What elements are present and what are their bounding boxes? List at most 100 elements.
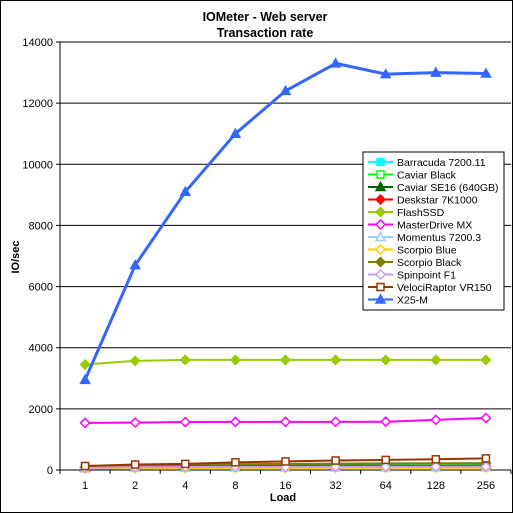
x-tick-label: 2: [132, 480, 138, 492]
legend-label: MasterDrive MX: [397, 219, 472, 231]
data-point-x25-m: [129, 259, 141, 270]
data-point-flashssd: [129, 355, 141, 367]
data-point-velociraptor-vr150: [130, 460, 140, 469]
legend-item-x25-m: X25-M: [368, 293, 428, 306]
data-point-x25-m: [279, 84, 292, 96]
legend-label: Scorpio Blue: [397, 244, 457, 256]
legend-item-deskstar-7k1000: Deskstar 7K1000: [368, 193, 478, 206]
y-tick-label: 2000: [29, 404, 53, 416]
legend-swatch-marker: [374, 230, 387, 242]
legend-label: X25-M: [397, 294, 428, 306]
legend-swatch-marker: [374, 193, 387, 206]
series-velociraptor-vr150: [80, 454, 491, 471]
y-axis-title: IO/sec: [10, 240, 22, 273]
data-point-masterdrive-mx: [380, 416, 392, 428]
legend-item-caviar-se16-640gb: Caviar SE16 (640GB): [368, 180, 499, 194]
legend-swatch-marker: [374, 243, 387, 256]
legend-swatch-marker: [374, 206, 387, 218]
data-point-masterdrive-mx: [79, 417, 91, 429]
data-point-velociraptor-vr150: [181, 459, 190, 469]
legend-item-spinpoint-f1: Spinpoint F1: [368, 268, 456, 281]
legend-label: VelociRaptor VR150: [397, 282, 492, 294]
series-layer: [79, 57, 492, 475]
x-tick-label: 256: [477, 480, 495, 492]
data-point-velociraptor-vr150: [331, 456, 340, 465]
data-point-x25-m: [79, 373, 91, 385]
legend-label: Spinpoint F1: [397, 269, 456, 281]
chart-title: IOMeter - Web server: [203, 10, 328, 24]
legend-swatch-marker: [374, 256, 387, 268]
legend-item-flashssd: FlashSSD: [368, 206, 445, 219]
series-x25-m: [79, 57, 492, 385]
data-point-flashssd: [330, 354, 342, 366]
data-point-flashssd: [79, 358, 91, 371]
legend-item-barracuda-7200-11: Barracuda 7200.11: [368, 157, 486, 169]
legend-label: Caviar SE16 (640GB): [397, 182, 499, 194]
data-point-flashssd: [430, 354, 442, 366]
data-point-masterdrive-mx: [430, 414, 442, 426]
legend-item-masterdrive-mx: MasterDrive MX: [368, 218, 472, 231]
data-point-masterdrive-mx: [179, 416, 191, 428]
data-point-spinpoint-f1: [480, 461, 492, 473]
data-point-flashssd: [179, 354, 191, 366]
legend-item-scorpio-black: Scorpio Black: [368, 256, 462, 269]
data-point-masterdrive-mx: [330, 416, 342, 428]
legend-label: Scorpio Black: [397, 257, 462, 269]
data-point-spinpoint-f1: [380, 461, 392, 473]
data-point-x25-m: [229, 127, 242, 138]
legend-swatch-marker: [374, 180, 387, 192]
data-point-masterdrive-mx: [229, 416, 241, 428]
x-axis-title: Load: [270, 492, 296, 504]
data-point-velociraptor-vr150: [80, 461, 90, 471]
legend-swatch-marker: [376, 157, 385, 167]
legend-label: Caviar Black: [397, 169, 457, 181]
data-point-x25-m: [480, 67, 492, 78]
data-point-masterdrive-mx: [480, 412, 492, 424]
legend-label: Momentus 7200.3: [397, 232, 481, 244]
data-point-flashssd: [380, 354, 392, 366]
data-point-velociraptor-vr150: [431, 455, 441, 464]
x-tick-label: 4: [182, 480, 188, 492]
x-tick-label: 32: [329, 480, 341, 492]
y-tick-label: 6000: [29, 282, 53, 294]
data-point-x25-m: [179, 185, 192, 197]
axes: 0 2000 4000 6000 8000 10000 12000 14000 1 2 4 8 16 32…: [22, 37, 512, 492]
data-point-flashssd: [480, 354, 492, 366]
data-point-masterdrive-mx: [129, 417, 141, 429]
legend-swatch-marker: [376, 282, 385, 292]
legend-item-caviar-black: Caviar Black: [368, 169, 457, 181]
legend-swatch-marker: [374, 268, 387, 281]
data-point-flashssd: [279, 354, 292, 366]
series-masterdrive-mx: [79, 412, 492, 429]
legend-swatch-marker: [374, 293, 387, 304]
data-point-velociraptor-vr150: [281, 457, 290, 466]
legend-item-momentus-7200-3: Momentus 7200.3: [368, 230, 481, 244]
legend-label: FlashSSD: [397, 207, 445, 219]
data-point-x25-m: [379, 68, 392, 79]
data-point-velociraptor-vr150: [381, 455, 390, 465]
data-point-x25-m: [430, 66, 442, 77]
y-tick-label: 10000: [22, 159, 53, 171]
legend-label: Deskstar 7K1000: [397, 194, 478, 206]
legend-label: Barracuda 7200.11: [397, 157, 486, 169]
x-tick-label: 1: [82, 480, 88, 492]
legend-box: [362, 151, 505, 311]
x-tick-label: 8: [232, 480, 238, 492]
data-point-masterdrive-mx: [279, 416, 292, 428]
data-point-flashssd: [229, 354, 241, 366]
x-tick-label: 16: [279, 480, 291, 492]
y-tick-label: 8000: [29, 220, 53, 232]
x-tick-label: 128: [427, 480, 445, 492]
series-flashssd: [79, 354, 492, 371]
y-tick-label: 4000: [29, 343, 53, 355]
y-tick-label: 14000: [22, 37, 53, 49]
chart-subtitle: Transaction rate: [217, 26, 314, 40]
grid-lines: [60, 41, 511, 410]
legend-item-scorpio-blue: Scorpio Blue: [368, 243, 457, 256]
data-point-velociraptor-vr150: [481, 454, 491, 463]
data-point-velociraptor-vr150: [231, 458, 240, 467]
data-point-spinpoint-f1: [430, 461, 442, 473]
